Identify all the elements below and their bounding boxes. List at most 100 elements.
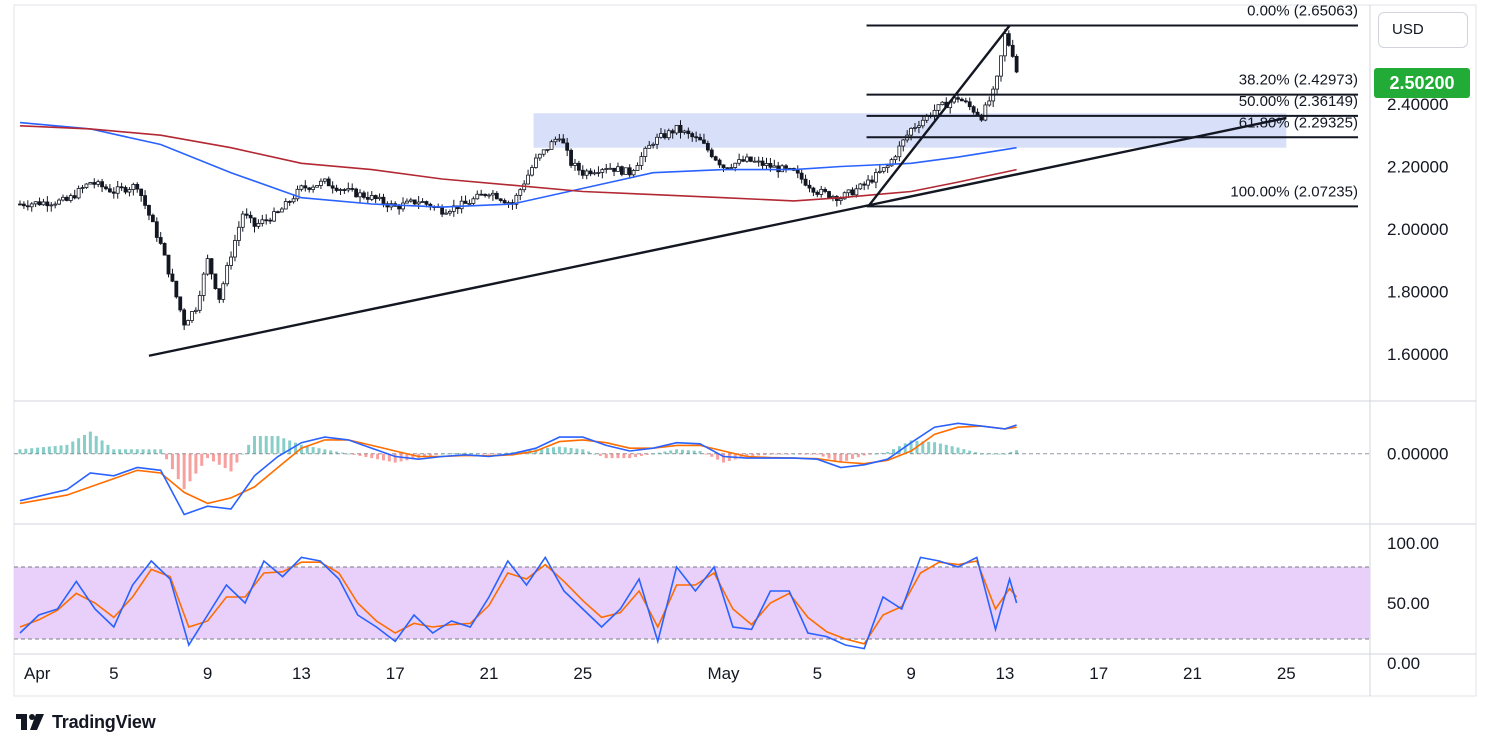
price-pane[interactable]: 0.00% (2.65063) 38.20% (2.42973) 50.00% (2…: [18, 2, 1359, 357]
candle-body: [748, 156, 753, 162]
candle-body: [576, 162, 581, 171]
candle-body: [760, 160, 765, 166]
candle-body: [197, 295, 202, 311]
candle-body: [956, 97, 960, 100]
candle-body: [987, 100, 992, 106]
macd-histogram-bar: [675, 449, 679, 454]
candle-body: [960, 98, 964, 102]
price-axis-label: 2.40000: [1387, 95, 1448, 114]
candle-body: [279, 208, 284, 213]
candle-body: [569, 149, 573, 166]
brand[interactable]: TradingView: [16, 710, 156, 734]
candle-body: [96, 181, 101, 185]
macd-histogram-bar: [839, 453, 843, 463]
macd-histogram-bar: [428, 453, 432, 456]
candle-body: [440, 207, 445, 215]
candle-body: [874, 172, 878, 183]
candle-body: [963, 100, 968, 103]
date-axis-label: May: [707, 664, 740, 683]
macd-histogram-bar: [968, 450, 972, 454]
macd-histogram-bar: [833, 453, 837, 461]
candle-body: [565, 142, 570, 151]
candle-body: [334, 187, 339, 191]
candle-body: [913, 126, 917, 129]
macd-histogram-bar: [950, 446, 954, 454]
candle-body: [686, 130, 691, 134]
candle-body: [397, 205, 402, 210]
price-axis-label: 1.60000: [1387, 345, 1448, 364]
candle-body: [467, 203, 472, 205]
macd-histogram-bar: [100, 440, 104, 454]
candle-body: [311, 186, 316, 190]
candle-body: [756, 160, 761, 163]
candle-body: [526, 174, 530, 185]
candle-body: [553, 138, 558, 143]
candle-body: [549, 141, 554, 150]
fib-level-label: 61.80% (2.29325): [1239, 114, 1358, 131]
macd-histogram-bar: [616, 453, 620, 459]
macd-histogram-bar: [974, 452, 978, 454]
candle-body: [330, 185, 335, 189]
candle-body: [764, 163, 769, 166]
candle-body: [248, 214, 253, 219]
candle-body: [854, 188, 859, 196]
macd-histogram-bar: [487, 453, 491, 455]
macd-histogram-bar: [686, 450, 690, 454]
candle-body: [784, 165, 788, 169]
macd-histogram-bar: [276, 436, 280, 454]
date-axis[interactable]: Apr 5 9 13 17 21 25 May 5 9 13 17 21 25: [24, 664, 1296, 683]
macd-histogram-bar: [124, 449, 128, 454]
candle-body: [600, 169, 605, 173]
candle-body: [514, 194, 519, 205]
macd-histogram-bar: [88, 431, 92, 454]
candle-body: [307, 187, 312, 190]
candle-body: [291, 198, 296, 203]
candle-body: [862, 183, 867, 186]
macd-histogram-bar: [927, 441, 931, 454]
candle-body: [893, 156, 898, 161]
macd-histogram-bar: [845, 453, 849, 461]
candle-body: [162, 243, 167, 256]
macd-histogram-bar: [41, 447, 45, 454]
candle-body: [53, 203, 58, 206]
currency-button[interactable]: USD: [1378, 12, 1468, 48]
macd-histogram-bar: [188, 453, 192, 482]
candle-body: [725, 167, 730, 170]
macd-histogram-bar: [118, 449, 122, 454]
macd-histogram-bar: [493, 453, 497, 455]
candle-body: [104, 186, 108, 190]
candle-body: [362, 192, 366, 198]
brand-name: TradingView: [52, 711, 156, 732]
candle-body: [682, 130, 687, 133]
candle-body: [491, 192, 495, 196]
candle-body: [346, 188, 351, 191]
macd-histogram-bar: [1009, 451, 1013, 454]
candle-body: [119, 186, 124, 189]
macd-histogram-bar: [235, 453, 239, 463]
macd-histogram-bar: [645, 453, 649, 455]
macd-histogram-bar: [340, 452, 344, 454]
stoch-rsi-pane[interactable]: [14, 555, 1370, 650]
macd-histogram-bar: [903, 443, 907, 454]
candle-body: [815, 191, 820, 195]
candle-body: [92, 182, 97, 185]
macd-histogram-bar: [387, 453, 391, 462]
macd-histogram-bar: [938, 443, 942, 454]
macd-histogram-bar: [780, 453, 784, 455]
macd-histogram-bar: [551, 447, 555, 454]
macd-pane[interactable]: [14, 422, 1370, 516]
date-axis-label: 17: [386, 664, 405, 683]
price-axis[interactable]: 2.600002.400002.200002.000001.800001.600…: [1387, 32, 1448, 673]
macd-histogram-bar: [792, 453, 796, 455]
candle-body: [580, 169, 585, 176]
candle-body: [319, 180, 323, 186]
candle-body: [264, 219, 269, 222]
candle-body: [412, 199, 417, 205]
price-axis-label: 2.20000: [1387, 157, 1448, 176]
macd-histogram-bar: [176, 453, 180, 480]
macd-histogram-bar: [452, 453, 456, 455]
macd-histogram-bar: [475, 453, 479, 455]
candle-body: [967, 101, 972, 108]
candle-body: [752, 160, 757, 163]
candle-body: [72, 195, 77, 199]
